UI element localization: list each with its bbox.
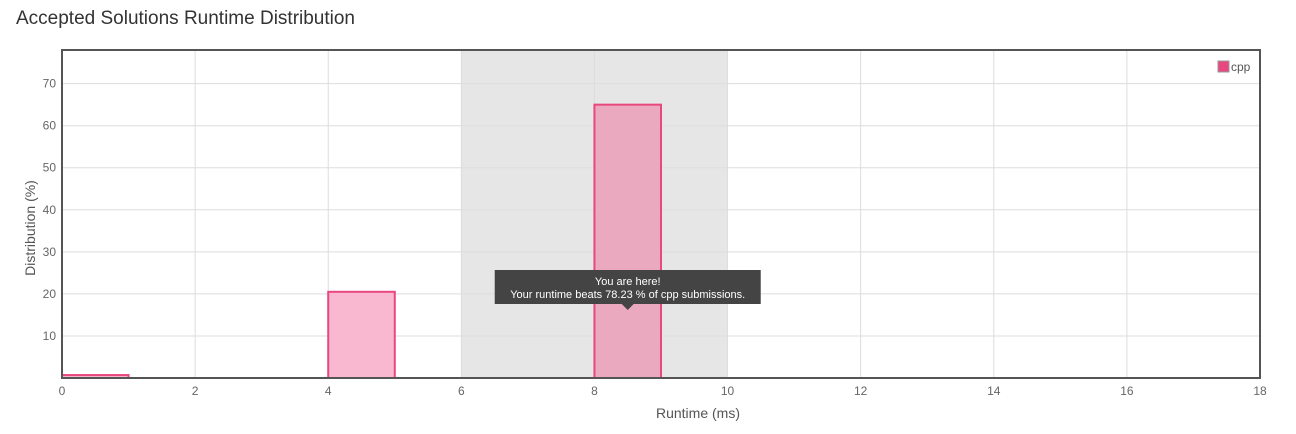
tooltip-box [494,270,761,304]
x-tick-label: 10 [721,384,735,398]
x-tick-label: 18 [1253,384,1267,398]
tooltip-line-1: You are here! [595,276,661,288]
bar[interactable] [327,290,396,379]
x-tick-label: 2 [192,384,199,398]
tooltip-arrow [621,304,634,310]
x-tick-label: 12 [854,384,868,398]
x-tick-label: 6 [458,384,465,398]
x-tick-label: 14 [987,384,1001,398]
y-axis-label: Distribution (%) [22,180,38,276]
x-tick-label: 0 [59,384,66,398]
y-tick-label: 50 [43,161,57,175]
bar[interactable] [593,103,663,380]
tooltip-line-2: Your runtime beats 78.23 % of cpp submis… [510,289,745,301]
plot-frame [61,49,1261,379]
x-tick-label: 4 [325,384,332,398]
y-tick-label: 60 [43,119,57,133]
y-tick-label: 30 [43,245,57,259]
y-tick-label: 70 [43,77,57,91]
y-tick-label: 20 [43,287,57,301]
x-axis-label: Runtime (ms) [656,405,740,421]
y-tick-label: 10 [43,329,57,343]
x-tick-label: 16 [1120,384,1134,398]
legend-swatch[interactable] [1217,60,1230,73]
page-title: Accepted Solutions Runtime Distribution [16,8,356,29]
legend-label: cpp [1231,60,1251,74]
y-tick-label: 40 [43,203,57,217]
x-tick-label: 8 [591,384,598,398]
